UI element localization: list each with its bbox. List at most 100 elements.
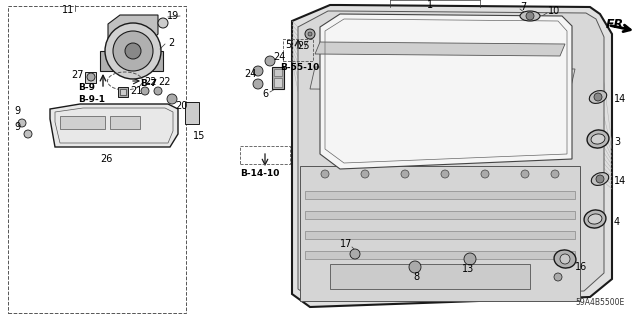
Bar	[272, 67, 284, 89]
Circle shape	[105, 23, 161, 79]
Circle shape	[350, 249, 360, 259]
Text: B-14-10: B-14-10	[240, 169, 280, 179]
Bar	[305, 251, 575, 259]
Polygon shape	[298, 11, 604, 301]
Bar	[85, 72, 96, 83]
Ellipse shape	[591, 134, 605, 144]
Text: 2: 2	[168, 38, 174, 48]
Circle shape	[594, 93, 602, 101]
Text: B-9: B-9	[78, 83, 95, 92]
Text: 5: 5	[285, 40, 291, 50]
Text: 4: 4	[614, 217, 620, 227]
Polygon shape	[320, 14, 572, 169]
Ellipse shape	[554, 250, 576, 268]
Bar	[305, 191, 575, 199]
Circle shape	[464, 253, 476, 265]
Circle shape	[158, 18, 168, 28]
Bar	[305, 231, 575, 239]
Circle shape	[308, 32, 312, 36]
Text: FR.: FR.	[606, 18, 629, 31]
Text: 25: 25	[297, 41, 310, 51]
Ellipse shape	[587, 130, 609, 148]
Text: B-55-10: B-55-10	[280, 63, 319, 71]
Bar	[120, 89, 126, 95]
Text: 9: 9	[14, 106, 20, 116]
Ellipse shape	[591, 173, 609, 185]
Text: 7: 7	[520, 2, 526, 12]
Text: 27: 27	[71, 70, 83, 80]
Circle shape	[596, 175, 604, 183]
Bar	[110, 116, 140, 129]
Circle shape	[167, 94, 177, 104]
Text: 10: 10	[548, 6, 560, 16]
Circle shape	[141, 87, 149, 95]
Text: 22: 22	[158, 77, 170, 87]
Circle shape	[321, 170, 329, 178]
Circle shape	[24, 130, 32, 138]
Text: 22: 22	[144, 77, 157, 87]
Polygon shape	[292, 5, 612, 307]
Circle shape	[361, 170, 369, 178]
Text: 15: 15	[193, 131, 205, 141]
Polygon shape	[100, 51, 115, 71]
Polygon shape	[315, 42, 565, 56]
Text: 14: 14	[614, 94, 627, 104]
Text: 21: 21	[130, 86, 142, 96]
Circle shape	[409, 261, 421, 273]
Circle shape	[113, 31, 153, 71]
Circle shape	[521, 170, 529, 178]
Circle shape	[125, 43, 141, 59]
Bar	[185, 102, 199, 124]
Text: 16: 16	[575, 262, 588, 272]
Text: 6: 6	[262, 89, 268, 99]
Text: 14: 14	[614, 176, 627, 186]
Text: 17: 17	[340, 239, 353, 249]
Polygon shape	[108, 15, 158, 47]
Polygon shape	[310, 67, 575, 91]
Text: 24: 24	[273, 52, 285, 62]
Circle shape	[18, 119, 26, 127]
Ellipse shape	[589, 91, 607, 103]
Circle shape	[481, 170, 489, 178]
Circle shape	[253, 66, 263, 76]
Polygon shape	[148, 51, 163, 71]
Circle shape	[526, 12, 534, 20]
Circle shape	[441, 170, 449, 178]
Bar	[60, 116, 105, 129]
Text: 59A4B5500E: 59A4B5500E	[575, 298, 624, 307]
Bar	[8, 6, 186, 313]
Bar	[118, 87, 128, 97]
Polygon shape	[50, 104, 178, 147]
Circle shape	[87, 73, 95, 81]
Ellipse shape	[588, 214, 602, 224]
Bar	[300, 166, 580, 301]
Bar	[305, 211, 575, 219]
Bar	[240, 146, 290, 164]
Circle shape	[265, 56, 275, 66]
Circle shape	[253, 79, 263, 89]
Circle shape	[551, 170, 559, 178]
Circle shape	[554, 273, 562, 281]
Bar	[283, 39, 313, 61]
Circle shape	[401, 170, 409, 178]
Text: 20: 20	[175, 101, 188, 111]
Circle shape	[560, 254, 570, 264]
Text: 11: 11	[62, 5, 74, 15]
Bar	[330, 264, 530, 289]
Text: 8: 8	[413, 272, 419, 282]
Text: 19: 19	[167, 11, 179, 21]
Circle shape	[305, 29, 315, 39]
Circle shape	[154, 87, 162, 95]
Text: 9: 9	[14, 122, 20, 132]
Bar	[274, 69, 282, 76]
Text: 1: 1	[427, 0, 433, 10]
Text: B-7: B-7	[140, 78, 157, 87]
Bar	[274, 78, 282, 87]
Ellipse shape	[584, 210, 606, 228]
Text: 24: 24	[244, 69, 257, 79]
Text: 26: 26	[100, 154, 113, 164]
Text: 3: 3	[614, 137, 620, 147]
Ellipse shape	[520, 11, 540, 21]
Text: B-9-1: B-9-1	[78, 94, 105, 103]
Text: 13: 13	[462, 264, 474, 274]
